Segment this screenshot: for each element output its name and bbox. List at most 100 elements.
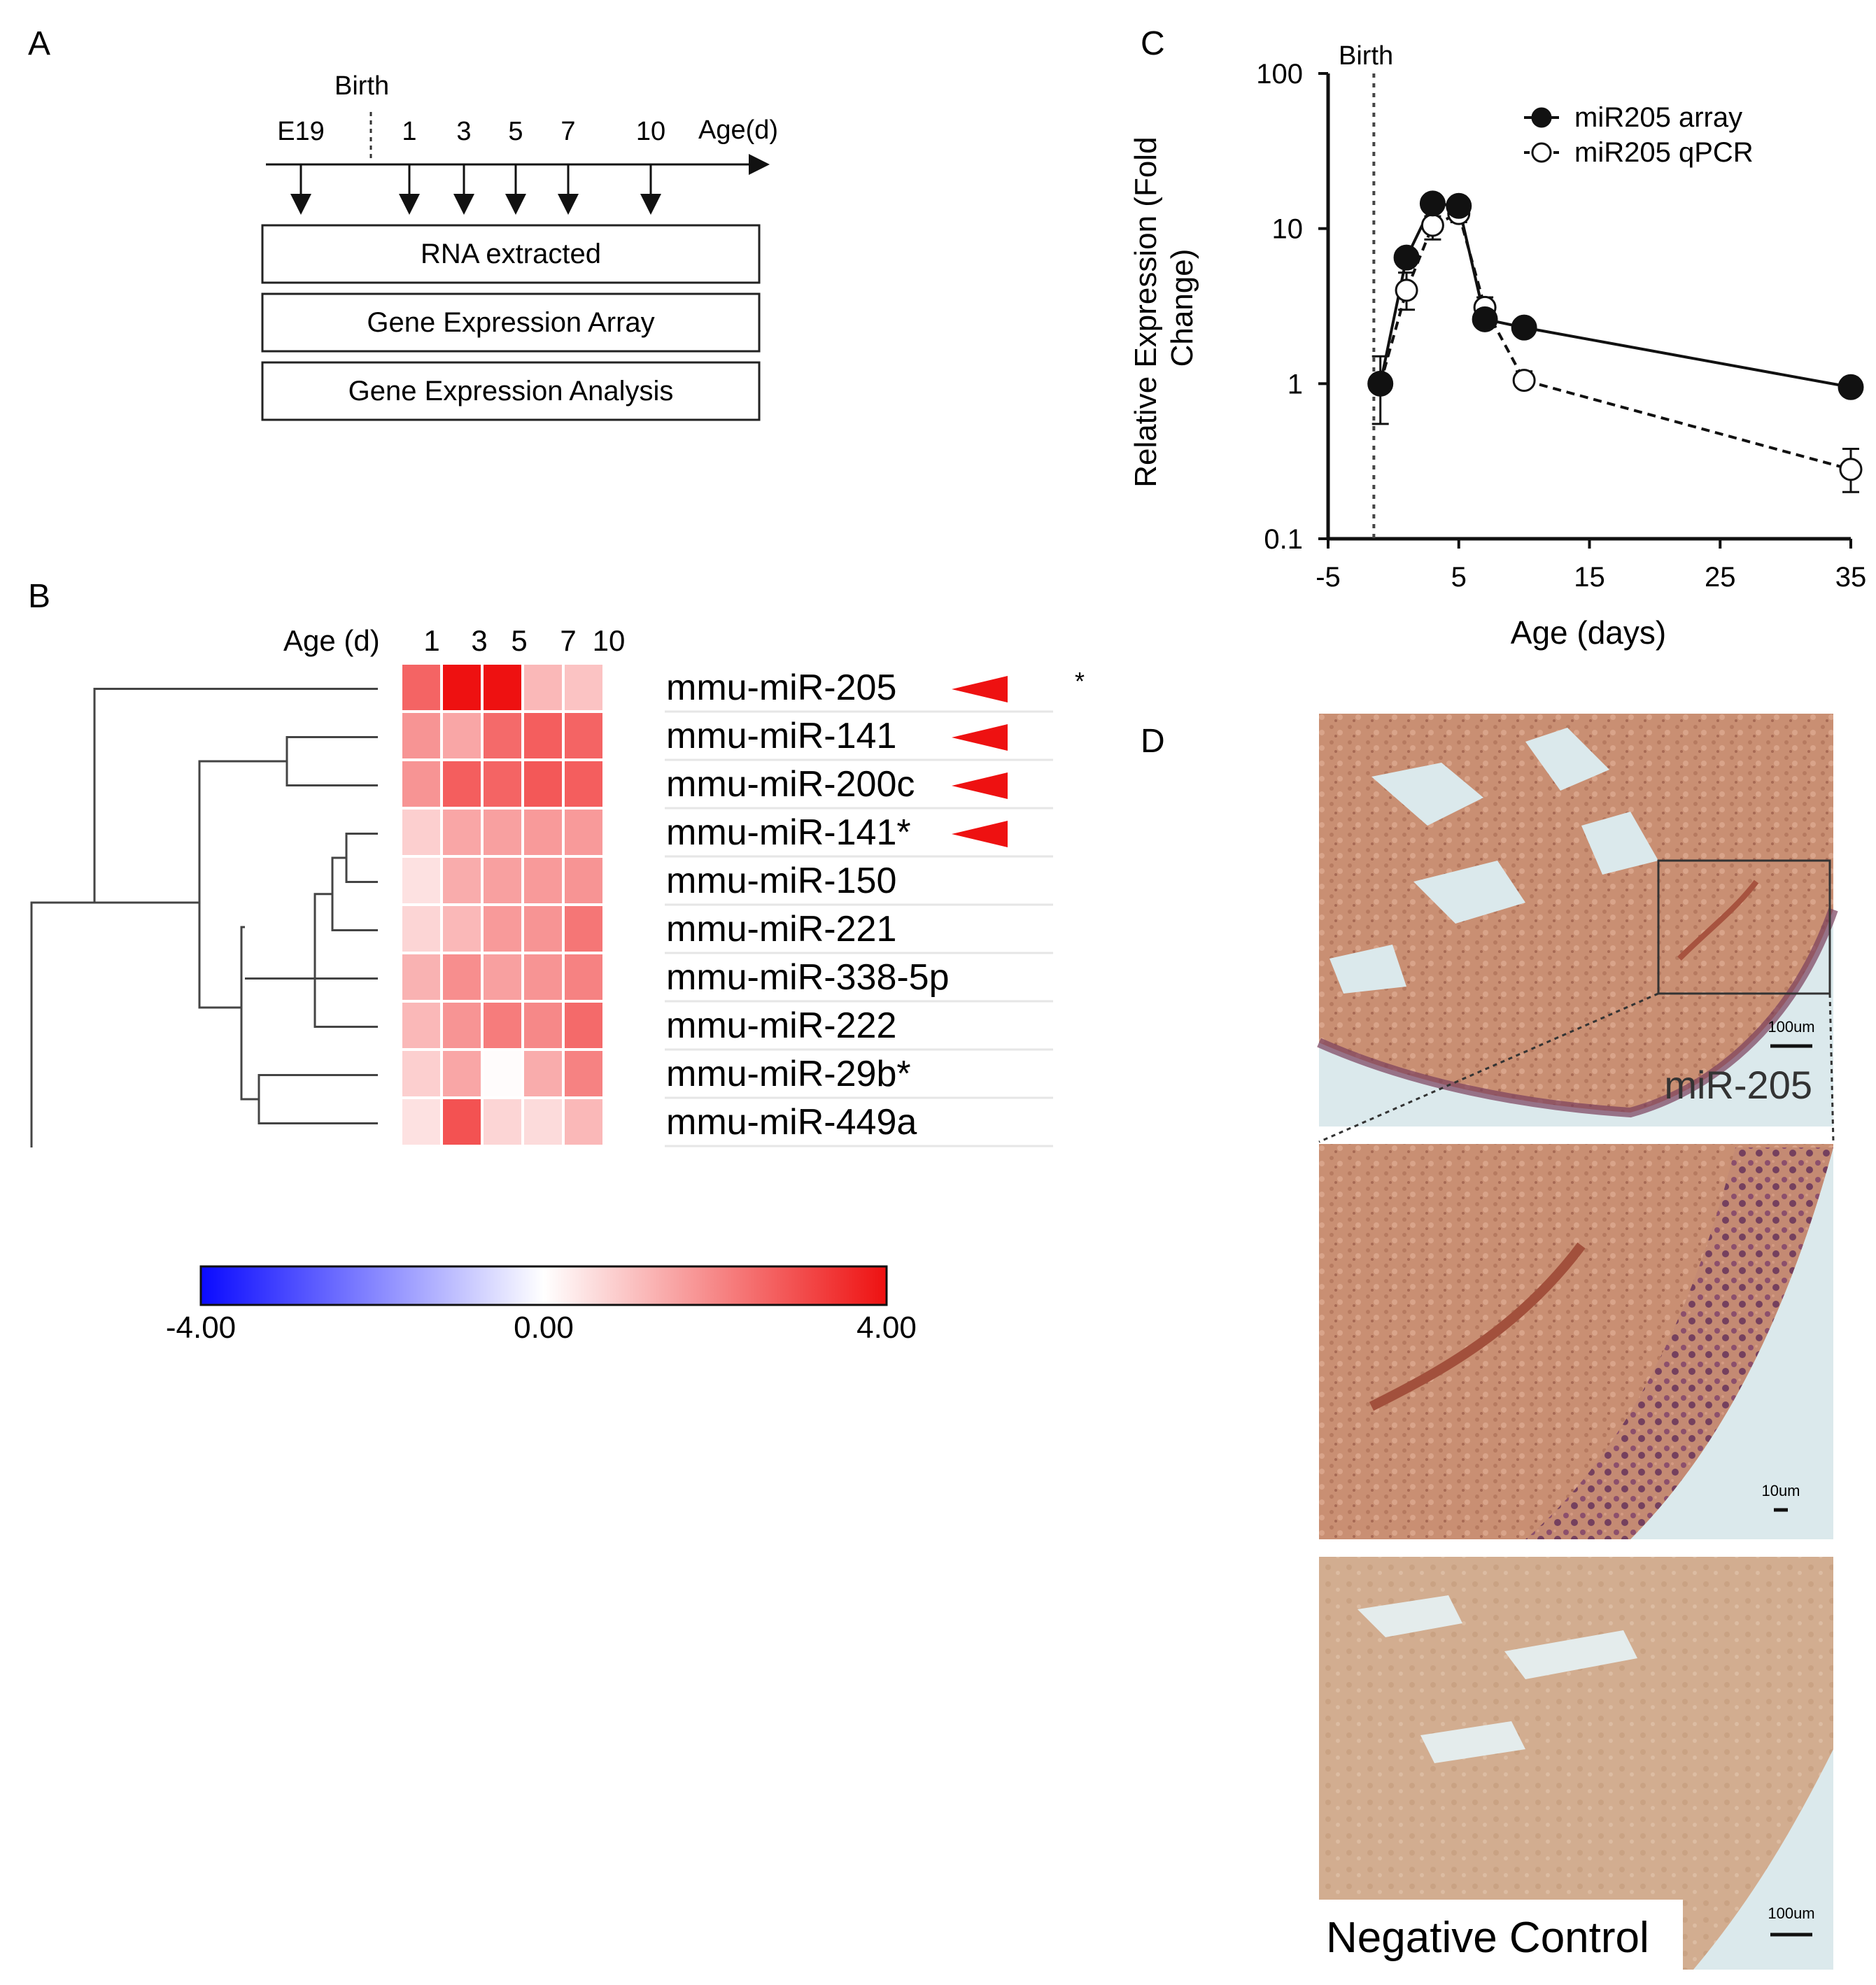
heatmap-cell: [484, 761, 521, 807]
workflow-step-label: RNA extracted: [421, 239, 601, 269]
series-line-array: [1378, 202, 1852, 389]
heatmap-row-label: mmu-miR-29b*: [666, 1054, 911, 1094]
heatmap-cell: [402, 761, 440, 807]
micrograph-panel: 100um miR-205 10um Negative Control 100u…: [1317, 714, 1838, 1970]
heatmap-row-label: mmu-miR-141: [666, 716, 896, 756]
dendrogram: [30, 688, 378, 1147]
chart-y-tick-label: 0.1: [1264, 524, 1303, 555]
heatmap-cell: [565, 1051, 602, 1096]
chart-y-label: Relative Expression (Fold Change): [1129, 128, 1199, 488]
heatmap-cell: [565, 906, 602, 952]
heatmap-row-label: mmu-miR-150: [666, 861, 896, 901]
tissue-gap-4: [1581, 812, 1658, 875]
heatmap-cell: [443, 858, 481, 903]
heatmap-cell: [484, 906, 521, 952]
colorbar-max-label: 4.00: [856, 1311, 917, 1345]
micrograph-middle: 10um: [1319, 1144, 1833, 1539]
colorbar-mid-label: 0.00: [514, 1311, 574, 1345]
heatmap-row-label: mmu-miR-200c: [666, 764, 915, 805]
chart-ticks: 0.1 1 10 100 -5 5 15 25 35: [1256, 59, 1866, 593]
chart-birth-annotation: Birth: [1339, 41, 1393, 71]
point-array: [1446, 192, 1472, 219]
dendrogram-branch: [240, 926, 259, 1101]
workflow-panel: Birth Age(d) E19 1 3 5 7 10 RNA extracted Gene…: [261, 71, 778, 421]
dendrogram-branch: [198, 760, 287, 1009]
vessel-middle: [1369, 1242, 1586, 1411]
heatmap-cell: [402, 1051, 440, 1096]
heatmap-cell: [524, 761, 562, 807]
point-qpcr: [1395, 278, 1418, 302]
colorbar: -4.00 0.00 4.00: [166, 1265, 917, 1345]
workflow-step-box: [261, 224, 761, 284]
heatmap-cell: [402, 1099, 440, 1145]
heatmap-cell: [565, 810, 602, 855]
heatmap-cell: [443, 810, 481, 855]
heatmap-row-labels: mmu-miR-205 * mmu-miR-141 mmu-miR-200c mmu-m…: [665, 667, 1085, 1147]
heatmap-cell: [402, 954, 440, 1000]
tissue-gap-bottom-1: [1357, 1595, 1462, 1637]
heatmap-cell: [524, 1099, 562, 1145]
heatmap-cell: [443, 761, 481, 807]
heatmap-cell: [484, 810, 521, 855]
workflow-step-box: [261, 361, 761, 421]
chart-x-label: Age (days): [1511, 614, 1666, 651]
legend-label: miR205 array: [1574, 102, 1742, 133]
heatmap-cell: [443, 1051, 481, 1096]
heatmap-cell: [484, 665, 521, 710]
heatmap-age-header: 3: [471, 624, 487, 657]
timeline-axis-label: Age(d): [698, 115, 778, 145]
chart-y-tick-label: 1: [1288, 369, 1303, 400]
chart-x-tick-label: 35: [1835, 562, 1867, 593]
heatmap-cell: [524, 954, 562, 1000]
point-array: [1367, 370, 1394, 397]
birth-label: Birth: [334, 71, 389, 101]
highlight-arrow: [952, 772, 1008, 799]
point-array: [1838, 374, 1864, 400]
heatmap-age-header: 7: [560, 624, 576, 657]
heatmap-cell: [565, 1099, 602, 1145]
heatmap-cell: [402, 1003, 440, 1048]
heatmap-cell: [565, 761, 602, 807]
timepoint-label: 5: [508, 117, 523, 146]
highlight-arrow: [952, 724, 1008, 751]
point-qpcr: [1839, 458, 1863, 481]
dendrogram-branch: [313, 893, 378, 1028]
tissue-edge-top: [1317, 907, 1838, 1118]
legend-marker: [1531, 107, 1552, 128]
point-array: [1472, 306, 1498, 332]
inset-box: [1657, 859, 1831, 995]
micrograph-bottom-label: Negative Control: [1326, 1914, 1649, 1962]
point-qpcr: [1512, 369, 1536, 393]
heatmap-age-header: 1: [423, 624, 439, 657]
chart-legend: miR205 array miR205 qPCR: [1524, 102, 1754, 168]
heatmap-row-label: mmu-miR-338-5p: [666, 957, 950, 998]
timepoint-label: 10: [636, 117, 665, 146]
tissue-gap-3: [1413, 861, 1525, 924]
dendrogram-branch: [313, 977, 378, 1003]
chart-x-tick-label: 15: [1574, 562, 1605, 593]
colorbar-gradient: [199, 1265, 888, 1306]
legend-marker: [1531, 142, 1552, 163]
heatmap-cell: [484, 954, 521, 1000]
timepoint-label: 1: [402, 117, 416, 146]
heatmap-cell: [565, 858, 602, 903]
heatmap-row-note: *: [1075, 667, 1085, 695]
chart-x-tick-label: -5: [1316, 562, 1341, 593]
heatmap-cell: [565, 713, 602, 758]
heatmap-row-label: mmu-miR-141*: [666, 812, 911, 853]
heatmap-age-headers: 1 3 5 7 10: [423, 624, 625, 657]
series-line-qpcr: [1378, 211, 1852, 471]
dendrogram-branch: [285, 736, 378, 786]
heatmap-cell: [565, 954, 602, 1000]
micrograph-bottom: Negative Control 100um: [1319, 1557, 1833, 1970]
scale-label-top: 100um: [1768, 1018, 1814, 1036]
timepoint-label: E19: [277, 117, 325, 146]
panel-label-c: C: [1141, 25, 1165, 62]
heatmap-cell: [565, 665, 602, 710]
colorbar-min-label: -4.00: [166, 1311, 236, 1345]
timepoint-label: 3: [456, 117, 471, 146]
workflow-step-label: Gene Expression Array: [367, 307, 654, 338]
tissue-gap-2: [1525, 728, 1609, 791]
heatmap-cell: [443, 665, 481, 710]
